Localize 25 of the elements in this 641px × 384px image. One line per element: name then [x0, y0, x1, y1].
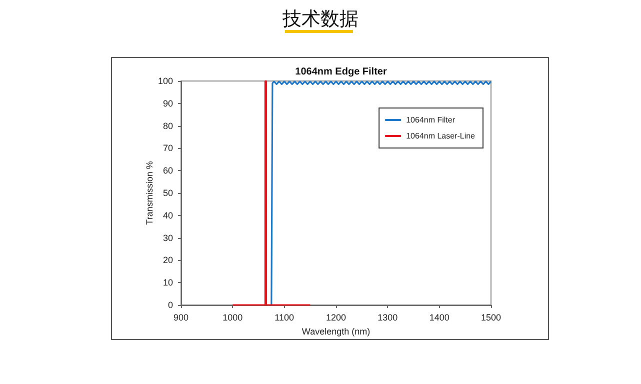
chart-title: 技术数据: [282, 7, 360, 32]
x-axis-title: Wavelength (nm): [302, 326, 370, 336]
y-tick-label: 100: [158, 76, 173, 86]
y-tick-label: 0: [168, 300, 173, 310]
y-tick-label: 80: [162, 120, 173, 131]
y-tick-label: 50: [162, 188, 173, 198]
y-tick-label: 40: [162, 210, 173, 220]
y-tick-label: 70: [162, 143, 173, 154]
y-tick-label: 10: [162, 278, 173, 288]
legend-label: 1064nm Laser-Line: [406, 132, 476, 140]
x-tick-label: 1300: [378, 312, 398, 322]
x-tick-label: 1100: [274, 312, 294, 322]
x-tick-label: 1400: [429, 312, 450, 322]
y-axis-title: Transmission %: [144, 161, 155, 225]
x-tick-label: 900: [173, 312, 189, 322]
y-tick-label: 20: [162, 255, 173, 266]
legend-label: 1064nm Filter: [406, 116, 456, 124]
x-tick-label: 1200: [326, 312, 346, 322]
y-tick-label: 90: [162, 98, 173, 108]
chart-subtitle: 1064nm Edge Filter: [295, 66, 387, 78]
line-series: [270, 80, 492, 306]
y-tick-label: 30: [162, 232, 173, 243]
y-tick-label: 60: [162, 166, 173, 176]
x-tick-label: 1000: [222, 312, 243, 322]
x-tick-label: 1500: [480, 312, 502, 322]
